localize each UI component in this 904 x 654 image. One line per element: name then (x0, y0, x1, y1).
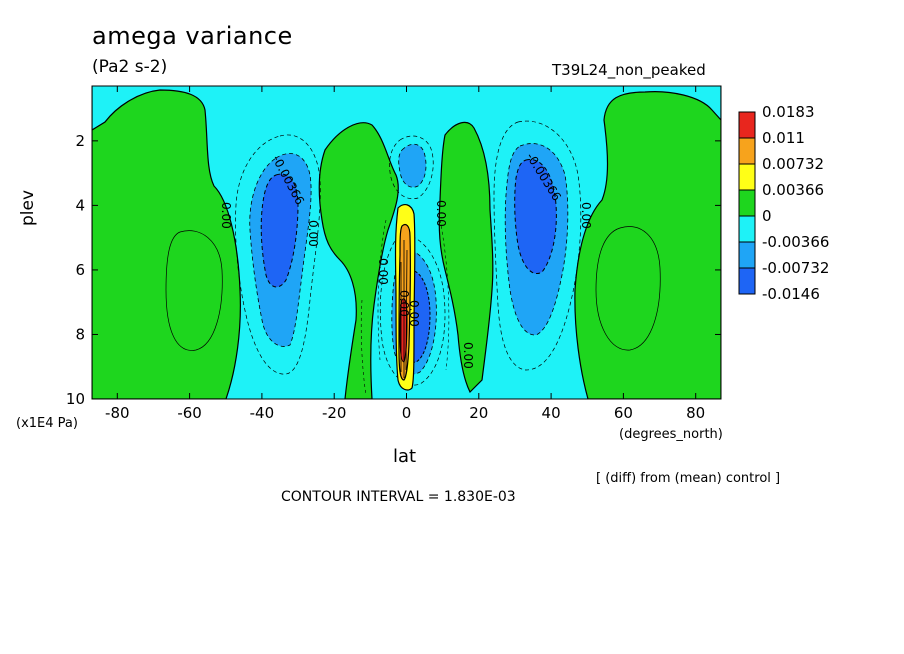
contour-eq-upper-dash (389, 135, 434, 200)
contour-interval: CONTOUR INTERVAL = 1.830E-03 (281, 489, 516, 505)
y-axis-label: plev (18, 189, 38, 226)
y-tick-label: 2 (75, 132, 85, 150)
contour-label: 0.00 (306, 220, 320, 247)
colorbar-label: 0 (762, 207, 772, 225)
contour-label: 0.00 (579, 202, 593, 229)
colorbar-label: 0.00732 (762, 155, 824, 173)
y-tick-label: 10 (66, 390, 85, 408)
region-south-midlat-blue (260, 173, 299, 288)
x-tick-label: -60 (177, 404, 202, 422)
contour-eq-lower-dash (379, 234, 446, 386)
region-south-subtropics (318, 122, 399, 399)
region-north-subtropics (438, 121, 494, 394)
plot-area (92, 86, 721, 399)
colorbar-swatch-blue (738, 267, 756, 295)
contour-north-outer-dash (493, 120, 582, 371)
diff-note: [ (diff) from (mean) control ] (596, 471, 781, 486)
contour-label: 0.00 (219, 202, 233, 229)
region-north-highlat (574, 86, 721, 399)
x-tick-label: 20 (469, 404, 488, 422)
contour-label: 0.00 (461, 342, 475, 369)
x-axis-unit: (degrees_north) (619, 427, 723, 442)
x-tick-label: -40 (250, 404, 275, 422)
run-name: T39L24_non_peaked (552, 61, 706, 79)
contour-label: 0.00 (407, 300, 421, 327)
contour-north-inner (595, 226, 661, 351)
x-tick-label: 80 (686, 404, 705, 422)
chart-title: amega variance (92, 22, 293, 50)
colorbar-swatch-cyan (738, 215, 756, 243)
region-north-midlat-blue (514, 159, 557, 274)
colorbar-label: 0.00366 (762, 181, 824, 199)
y-tick-label: 4 (75, 196, 85, 214)
region-eq-upper-light (398, 143, 427, 188)
y-tick-label: 8 (75, 325, 85, 343)
x-tick-label: 60 (614, 404, 633, 422)
colorbar-swatch-lightblue (738, 241, 756, 269)
colorbar-label: -0.0146 (762, 285, 820, 303)
contour-label: 0.00 (434, 200, 448, 227)
x-tick-label: -20 (322, 404, 347, 422)
colorbar-label: 0.011 (762, 129, 805, 147)
x-axis-label: lat (393, 446, 417, 467)
chart-units: (Pa2 s-2) (92, 57, 168, 77)
y-axis-unit: (x1E4 Pa) (16, 416, 78, 431)
region-south-highlat (92, 86, 241, 399)
colorbar-label: -0.00366 (762, 233, 829, 251)
colorbar-swatch-orange (738, 137, 756, 165)
x-tick-label: -80 (105, 404, 130, 422)
x-tick-label: 0 (402, 404, 412, 422)
colorbar-label: -0.00732 (762, 259, 829, 277)
x-tick-label: 40 (542, 404, 561, 422)
contour-label: 0.00 (376, 258, 390, 285)
colorbar-swatch-green (738, 189, 756, 217)
contour-label: 0.00 (397, 290, 411, 317)
x-axis: -80 -60 -40 -20 0 20 40 60 80 (105, 86, 705, 422)
y-tick-label: 6 (75, 261, 85, 279)
colorbar-label: 0.0183 (762, 103, 815, 121)
contour-eq-extra-dash (360, 219, 450, 396)
contour-eq-positive-lines (400, 240, 408, 378)
y-axis: 2 4 6 8 10 (66, 132, 721, 408)
colorbar-swatch-yellow (738, 163, 756, 191)
contour-south-inner (165, 230, 223, 351)
colorbar-swatch-red (738, 111, 756, 139)
contour-south-outer-dash (235, 134, 321, 375)
colorbar: 0.0183 0.011 0.00732 0.00366 0 -0.00366 -0.007… (738, 103, 829, 303)
